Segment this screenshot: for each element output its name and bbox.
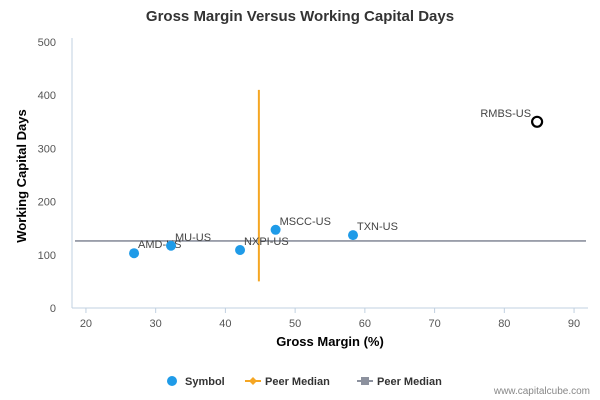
data-point [235, 245, 246, 256]
legend-label: Peer Median [265, 376, 330, 388]
y-tick-label: 200 [38, 197, 56, 209]
legend-label: Symbol [185, 376, 225, 388]
y-tick-label: 300 [38, 143, 56, 155]
chart-title: Gross Margin Versus Working Capital Days [146, 8, 454, 25]
y-tick-label: 500 [38, 37, 56, 49]
x-tick-label: 20 [80, 318, 92, 330]
legend-symbol-marker [167, 376, 177, 386]
x-tick-label: 90 [568, 318, 580, 330]
legend-label: Peer Median [377, 376, 442, 388]
x-tick-label: 30 [150, 318, 162, 330]
data-point-label: TXN-US [357, 221, 398, 233]
x-axis-title: Gross Margin (%) [276, 334, 384, 349]
data-point-label: MSCC-US [280, 216, 331, 228]
x-tick-label: 40 [219, 318, 231, 330]
x-tick-label: 60 [359, 318, 371, 330]
x-axis-ticks: 20 30 40 50 60 70 80 90 [80, 308, 580, 330]
x-tick-label: 80 [498, 318, 510, 330]
data-point [166, 240, 177, 251]
y-tick-label: 0 [50, 303, 56, 315]
credit-text: www.capitalcube.com [493, 386, 590, 397]
legend: Symbol Peer Median Peer Median [167, 376, 442, 388]
y-tick-label: 400 [38, 90, 56, 102]
y-axis-ticks: 0 100 200 300 400 500 [38, 37, 56, 315]
y-tick-label: 100 [38, 250, 56, 262]
data-point-label: MU-US [175, 232, 211, 244]
data-point [530, 115, 544, 128]
data-point [270, 224, 281, 235]
x-tick-label: 70 [428, 318, 440, 330]
data-point [348, 230, 359, 241]
data-point [129, 248, 140, 259]
data-point-label: NXPI-US [244, 236, 289, 248]
x-tick-label: 50 [289, 318, 301, 330]
data-point-label: RMBS-US [480, 108, 531, 120]
legend-diamond-marker [249, 377, 257, 385]
legend-square-marker [361, 377, 369, 385]
y-axis-title: Working Capital Days [14, 109, 29, 242]
